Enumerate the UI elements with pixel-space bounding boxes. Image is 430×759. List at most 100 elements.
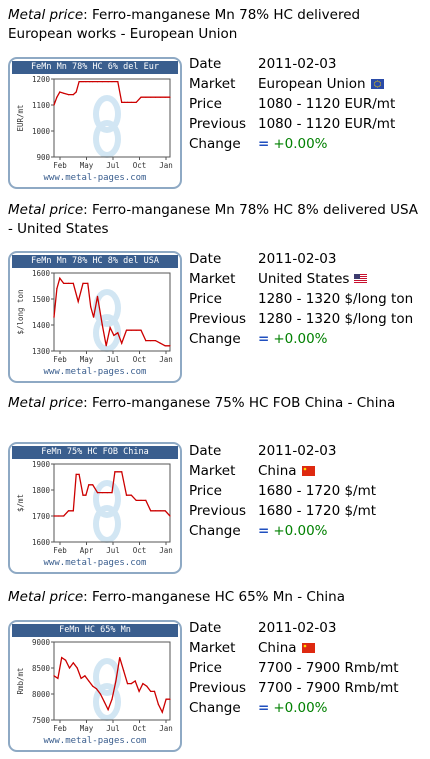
chart-footer-link[interactable]: www.metal-pages.com: [43, 367, 147, 377]
x-tick-label: May: [80, 724, 94, 733]
price-chart[interactable]: FeMn HC 65% Mn 7500 8000 8500 9000 Rmb/mt Feb…: [8, 620, 182, 752]
data-point: [154, 510, 157, 512]
data-point: [146, 685, 148, 687]
price-chart[interactable]: FeMn Mn 78% HC 8% del USA 1300 1400 1500 16…: [8, 251, 182, 383]
date-value: 2011-02-03: [258, 251, 337, 267]
china-flag-icon: [301, 639, 315, 653]
price-title[interactable]: Metal price: Ferro-manganese 75% HC FOB …: [8, 394, 426, 413]
date-value: 2011-02-03: [258, 443, 337, 459]
data-point: [145, 96, 147, 98]
previous-label: Previous: [189, 116, 247, 132]
chart-header: FeMn Mn 78% HC 6% del Eur: [12, 61, 178, 74]
data-point: [153, 690, 156, 692]
price-value: 1680 - 1720 $/mt: [258, 483, 377, 499]
date-label: Date: [189, 251, 222, 267]
data-point: [169, 96, 171, 98]
data-point: [53, 515, 55, 517]
x-tick-label: Oct: [133, 546, 147, 555]
data-point: [134, 680, 136, 682]
price-title[interactable]: Metal price: Ferro-manganese Mn 78% HC 8…: [8, 201, 426, 239]
market-label: Market: [189, 76, 236, 92]
data-point: [121, 101, 123, 103]
us-flag-icon: [354, 270, 368, 284]
metal-pages-watermark-icon: [93, 95, 121, 158]
data-point: [92, 484, 94, 486]
data-point: [63, 282, 65, 284]
data-point: [126, 683, 129, 685]
data-point: [124, 101, 126, 103]
data-point: [72, 662, 74, 664]
x-tick-label: Jan: [159, 546, 173, 555]
data-point: [99, 693, 101, 695]
y-tick-label: 1600: [32, 538, 51, 547]
x-tick-label: Jan: [159, 355, 173, 364]
market-value: European Union: [258, 74, 384, 94]
data-point: [80, 677, 82, 679]
data-point: [58, 515, 60, 517]
change-percent: +0.00%: [273, 523, 328, 539]
data-point: [135, 499, 137, 501]
x-tick-label: Oct: [133, 161, 147, 170]
x-tick-label: May: [80, 355, 94, 364]
data-point: [165, 698, 167, 700]
data-point: [59, 277, 61, 279]
data-point: [126, 101, 129, 103]
price-chart[interactable]: FeMn 75% HC FOB China 1600 1700 1800 1900 $/…: [8, 442, 182, 574]
price-chart[interactable]: FeMn Mn 78% HC 6% del Eur 900 1000 1100 120…: [8, 57, 182, 189]
data-point: [125, 329, 128, 331]
chart-footer-link[interactable]: www.metal-pages.com: [43, 173, 147, 183]
x-tick-label: Feb: [53, 724, 67, 733]
title-text: : Ferro-manganese Mn 78% HC 8% delivered…: [8, 202, 419, 237]
price-series-line: [53, 80, 170, 106]
data-point: [119, 657, 121, 659]
y-tick-label: 1600: [32, 269, 51, 278]
x-tick-label: Jan: [159, 161, 173, 170]
chart-footer-link[interactable]: www.metal-pages.com: [43, 736, 147, 746]
data-point: [107, 81, 109, 83]
chart-footer-link[interactable]: www.metal-pages.com: [43, 558, 147, 568]
market-label: Market: [189, 271, 236, 287]
market-name: China: [258, 640, 297, 656]
x-tick-label: Jul: [106, 546, 120, 555]
data-point: [150, 690, 152, 692]
x-tick-label: Feb: [53, 355, 67, 364]
data-point: [67, 282, 70, 284]
data-point: [140, 499, 142, 501]
y-axis-label: EUR/mt: [16, 104, 25, 131]
data-point: [101, 81, 103, 83]
title-text: : Ferro-manganese HC 65% Mn - China: [83, 589, 345, 605]
eu-flag-icon: [370, 75, 384, 89]
price-title[interactable]: Metal price: Ferro-manganese HC 65% Mn -…: [8, 588, 426, 607]
y-axis-label: Rmb/mt: [16, 667, 25, 694]
data-point: [101, 492, 103, 494]
data-point: [106, 492, 108, 494]
x-tick-label: Apr: [80, 546, 94, 555]
y-tick-label: 1400: [32, 321, 51, 330]
data-point: [115, 680, 117, 682]
data-point: [150, 340, 152, 342]
data-point: [53, 104, 55, 106]
data-point: [113, 334, 115, 336]
price-title[interactable]: Metal price: Ferro-manganese Mn 78% HC d…: [8, 6, 426, 44]
data-point: [121, 342, 123, 344]
data-point: [89, 81, 91, 83]
data-point: [161, 711, 163, 713]
data-point: [95, 688, 98, 690]
change-value: = +0.00%: [258, 698, 328, 718]
price-label: Price: [189, 660, 222, 676]
chart-plot: 7500 8000 8500 9000 Rmb/mt Feb May Jul Oct Jan: [16, 638, 173, 733]
data-point: [164, 510, 166, 512]
data-point: [75, 473, 77, 475]
data-point: [82, 494, 84, 496]
previous-value: 1680 - 1720 $/mt: [258, 503, 377, 519]
y-tick-label: 1200: [32, 75, 51, 84]
data-point: [63, 92, 65, 94]
change-label: Change: [189, 523, 241, 539]
price-value: 1080 - 1120 EUR/mt: [258, 96, 396, 112]
chart-header: FeMn Mn 78% HC 8% del USA: [12, 255, 178, 268]
date-value: 2011-02-03: [258, 56, 337, 72]
chart-plot: 900 1000 1100 1200 EUR/mt Feb May Jul Oct Jan: [16, 75, 173, 170]
data-point: [159, 342, 161, 344]
data-point: [111, 81, 113, 83]
data-point: [61, 657, 63, 659]
